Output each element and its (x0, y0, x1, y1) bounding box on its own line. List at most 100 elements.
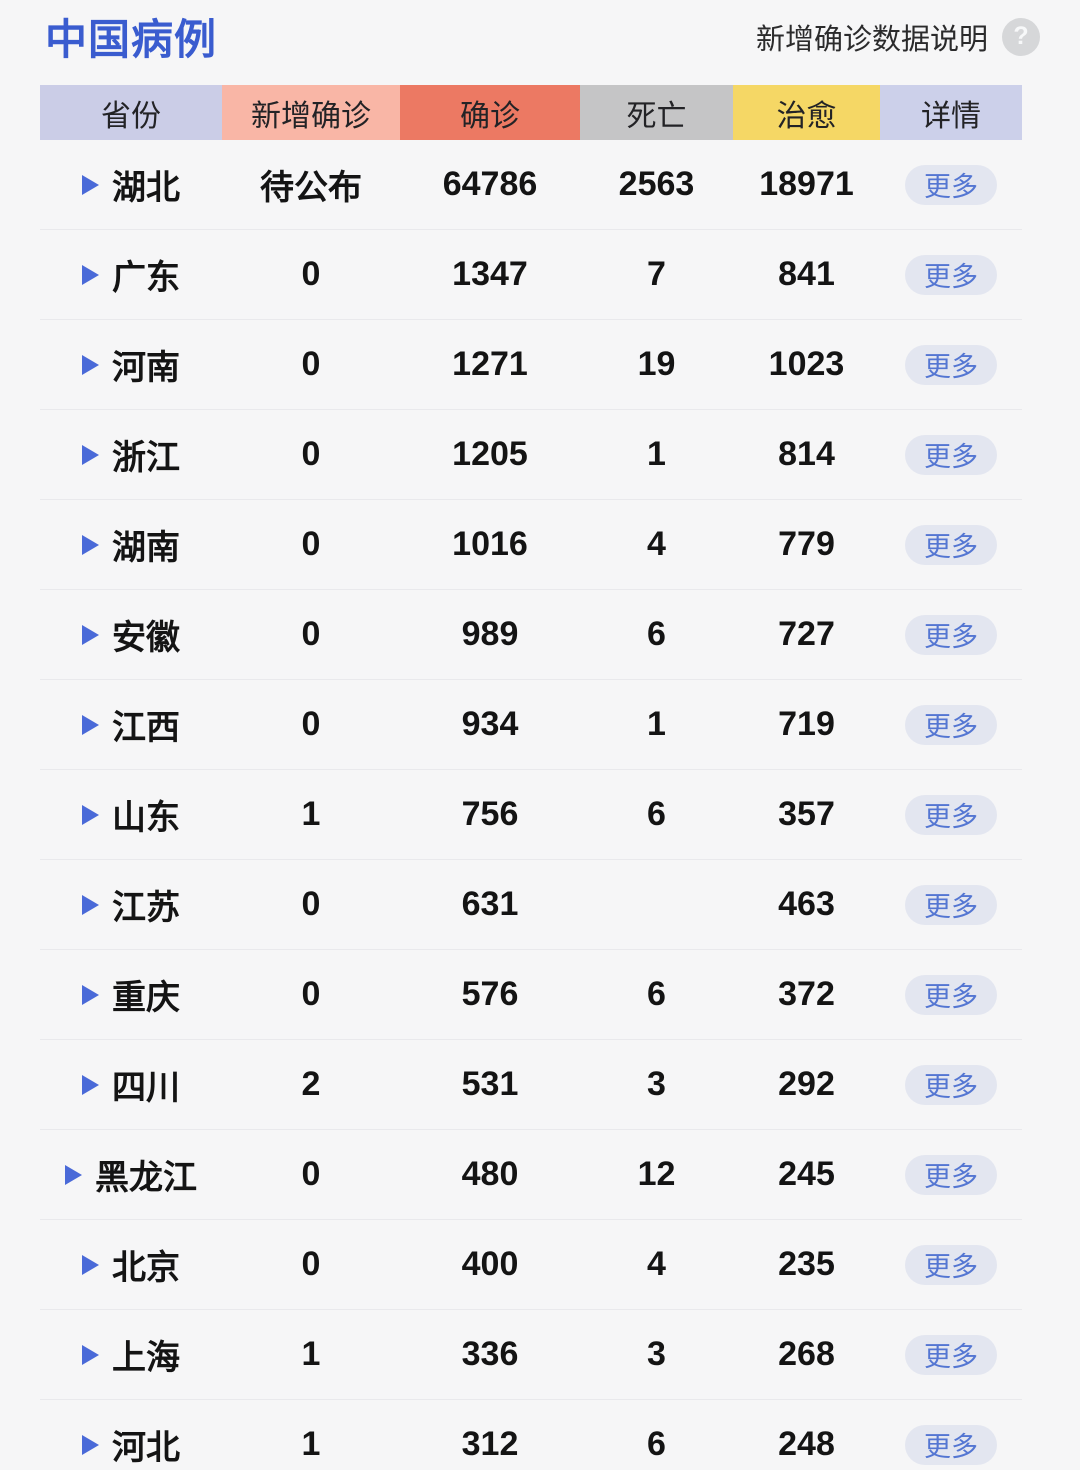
expand-arrow-icon[interactable] (82, 1074, 99, 1095)
more-button[interactable]: 更多 (905, 884, 997, 925)
more-button[interactable]: 更多 (905, 1334, 997, 1375)
expand-arrow-icon[interactable] (82, 1434, 99, 1455)
more-button[interactable]: 更多 (905, 1154, 997, 1195)
detail-cell: 更多 (880, 140, 1022, 229)
province-cell[interactable]: 河南 (40, 320, 222, 409)
cured-value: 245 (778, 1155, 835, 1193)
expand-arrow-icon[interactable] (82, 1254, 99, 1275)
detail-cell: 更多 (880, 680, 1022, 769)
deaths-value: 1 (647, 435, 666, 473)
detail-cell: 更多 (880, 860, 1022, 949)
more-button[interactable]: 更多 (905, 974, 997, 1015)
expand-arrow-icon[interactable] (82, 354, 99, 375)
cured-value: 357 (778, 795, 835, 833)
new-confirmed-value: 0 (301, 615, 321, 653)
question-mark-icon[interactable]: ? (1002, 17, 1040, 56)
cured-value: 719 (778, 705, 835, 743)
deaths-value: 12 (637, 1155, 676, 1193)
cured-value: 779 (778, 525, 835, 563)
cured-value: 1023 (768, 345, 845, 383)
confirmed-value: 989 (461, 615, 519, 653)
deaths-value: 3 (647, 1065, 666, 1103)
province-cell[interactable]: 浙江 (40, 410, 222, 499)
expand-arrow-icon[interactable] (82, 534, 99, 555)
province-cell[interactable]: 上海 (40, 1310, 222, 1399)
table-header-row: 省份 新增确诊 确诊 死亡 治愈 详情 (40, 85, 1022, 140)
more-button[interactable]: 更多 (905, 524, 997, 565)
province-name: 上海 (112, 1339, 180, 1377)
new-confirmed-value: 待公布 (260, 169, 362, 207)
province-cell[interactable]: 广东 (40, 230, 222, 319)
table-row: 浙江 0 1205 1 814 更多 (40, 410, 1022, 500)
column-header-province: 省份 (40, 85, 222, 140)
more-button[interactable]: 更多 (905, 614, 997, 655)
province-cell[interactable]: 北京 (40, 1220, 222, 1309)
expand-arrow-icon[interactable] (82, 714, 99, 735)
table-row: 山东 1 756 6 357 更多 (40, 770, 1022, 860)
expand-arrow-icon[interactable] (82, 1344, 99, 1365)
province-cell[interactable]: 湖南 (40, 500, 222, 589)
expand-arrow-icon[interactable] (82, 174, 99, 195)
table-row: 广东 0 1347 7 841 更多 (40, 230, 1022, 320)
province-name: 河南 (112, 349, 180, 387)
province-cell[interactable]: 安徽 (40, 590, 222, 679)
detail-cell: 更多 (880, 770, 1022, 859)
table-row: 上海 1 336 3 268 更多 (40, 1310, 1022, 1400)
province-name: 江西 (112, 709, 180, 747)
province-cell[interactable]: 山东 (40, 770, 222, 859)
province-cell[interactable]: 湖北 (40, 140, 222, 229)
expand-arrow-icon[interactable] (82, 624, 99, 645)
more-button[interactable]: 更多 (905, 254, 997, 295)
more-button[interactable]: 更多 (905, 704, 997, 745)
province-name: 安徽 (112, 619, 180, 657)
expand-arrow-icon[interactable] (82, 894, 99, 915)
expand-arrow-icon[interactable] (82, 804, 99, 825)
detail-cell: 更多 (880, 1040, 1022, 1129)
province-cell[interactable]: 黑龙江 (40, 1130, 222, 1219)
new-confirmed-value: 2 (301, 1065, 321, 1103)
more-button[interactable]: 更多 (905, 1424, 997, 1465)
detail-cell: 更多 (880, 1220, 1022, 1309)
province-name: 北京 (112, 1249, 180, 1287)
detail-cell: 更多 (880, 230, 1022, 319)
expand-arrow-icon[interactable] (82, 984, 99, 1005)
province-cell[interactable]: 江西 (40, 680, 222, 769)
table-row: 湖北 待公布 64786 2563 18971 更多 (40, 140, 1022, 230)
more-button[interactable]: 更多 (905, 164, 997, 205)
expand-arrow-icon[interactable] (65, 1164, 82, 1185)
cured-value: 463 (778, 885, 835, 923)
cured-value: 18971 (759, 165, 854, 203)
deaths-value: 7 (647, 255, 666, 293)
table-row: 江西 0 934 1 719 更多 (40, 680, 1022, 770)
province-name: 江苏 (112, 889, 180, 927)
more-button[interactable]: 更多 (905, 794, 997, 835)
expand-arrow-icon[interactable] (82, 444, 99, 465)
new-confirmed-value: 1 (301, 1335, 321, 1373)
more-button[interactable]: 更多 (905, 1064, 997, 1105)
new-confirmed-value: 0 (301, 345, 321, 383)
more-button[interactable]: 更多 (905, 434, 997, 475)
table-body: 湖北 待公布 64786 2563 18971 更多 广东 0 1347 7 8… (40, 140, 1022, 1470)
page-header: 中国病例 新增确诊数据说明 ? (0, 0, 1080, 85)
page-title: 中国病例 (45, 16, 218, 63)
table-row: 江苏 0 631 463 更多 (40, 860, 1022, 950)
confirmed-value: 531 (461, 1065, 519, 1103)
province-cell[interactable]: 四川 (40, 1040, 222, 1129)
confirmed-value: 1347 (452, 255, 528, 293)
province-cell[interactable]: 河北 (40, 1400, 222, 1470)
more-button[interactable]: 更多 (905, 1244, 997, 1285)
help-link[interactable]: 新增确诊数据说明 ? (756, 16, 1040, 58)
more-button[interactable]: 更多 (905, 344, 997, 385)
deaths-value: 1 (647, 705, 666, 743)
deaths-value: 4 (647, 525, 666, 563)
help-link-label[interactable]: 新增确诊数据说明 (755, 23, 988, 56)
deaths-value (580, 860, 733, 949)
new-confirmed-value: 1 (301, 1425, 321, 1463)
cured-value: 727 (778, 615, 835, 653)
province-cell[interactable]: 重庆 (40, 950, 222, 1039)
new-confirmed-value: 0 (301, 255, 321, 293)
province-name: 河北 (112, 1429, 180, 1467)
confirmed-value: 756 (461, 795, 519, 833)
expand-arrow-icon[interactable] (82, 264, 99, 285)
province-cell[interactable]: 江苏 (40, 860, 222, 949)
